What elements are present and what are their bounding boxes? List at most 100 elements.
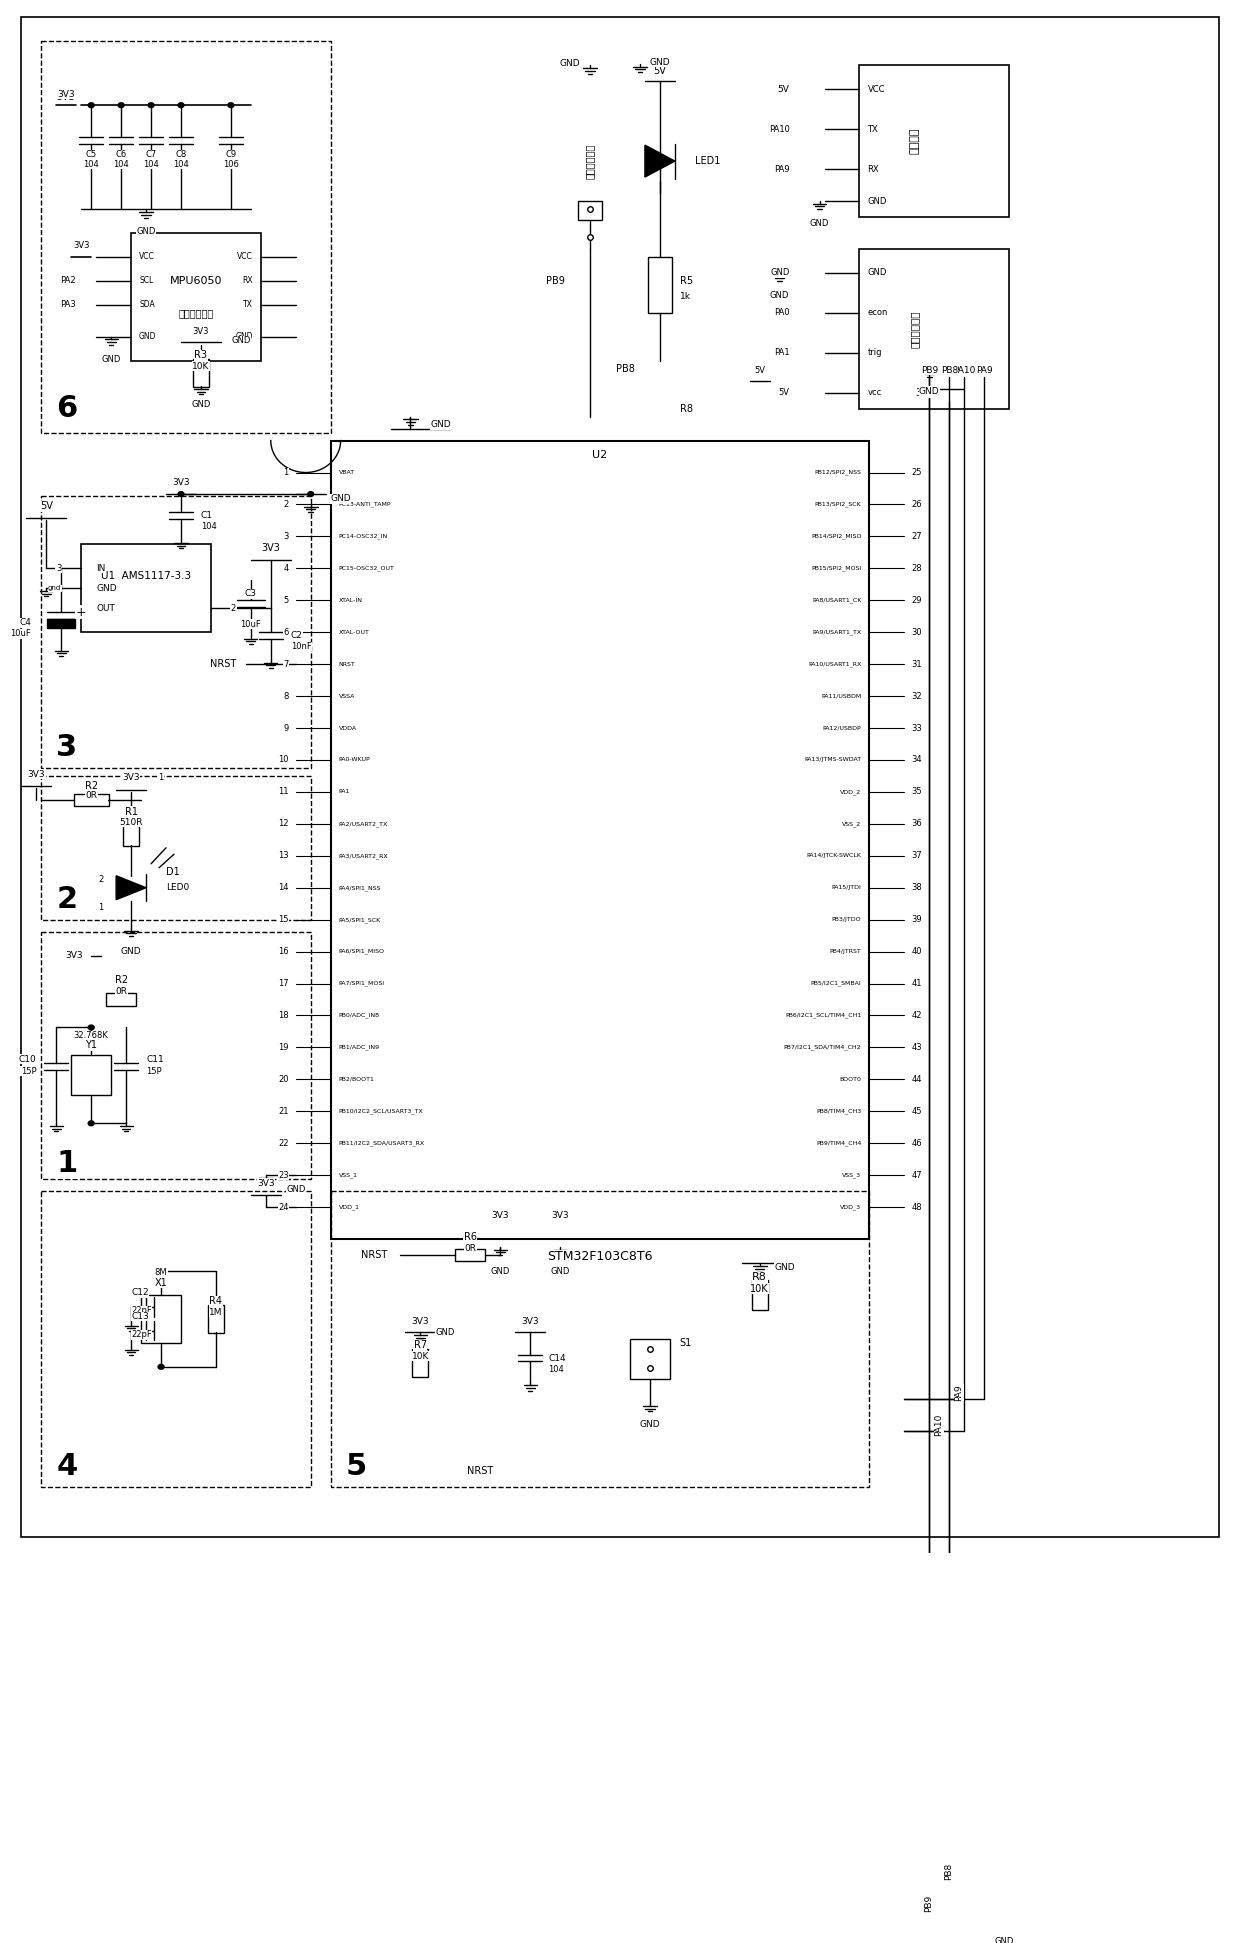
Text: 3V3: 3V3 <box>123 773 140 781</box>
Text: STM32F103C8T6: STM32F103C8T6 <box>547 1249 652 1263</box>
Text: 14: 14 <box>278 884 289 892</box>
Text: C9: C9 <box>226 150 237 159</box>
Text: 4: 4 <box>284 563 289 573</box>
Text: PA3/USART2_RX: PA3/USART2_RX <box>339 853 388 859</box>
Text: PA0: PA0 <box>774 309 790 317</box>
Text: 2: 2 <box>56 886 77 915</box>
Text: PC13-ANTI_TAMP: PC13-ANTI_TAMP <box>339 501 391 507</box>
Text: PB13/SPI2_SCK: PB13/SPI2_SCK <box>815 501 862 507</box>
Text: 3V3: 3V3 <box>172 478 190 488</box>
Text: 5V: 5V <box>754 365 765 375</box>
Text: VBAT: VBAT <box>339 470 355 474</box>
Text: 39: 39 <box>911 915 923 925</box>
Text: PA9: PA9 <box>774 165 790 173</box>
Text: 15: 15 <box>278 915 289 925</box>
Text: 3V3: 3V3 <box>57 89 76 99</box>
Text: IN: IN <box>97 563 105 573</box>
Text: 21: 21 <box>278 1108 289 1115</box>
Text: 25: 25 <box>911 468 921 476</box>
Text: PB9: PB9 <box>547 276 565 286</box>
Text: TX: TX <box>868 124 878 134</box>
Text: C4: C4 <box>20 618 31 628</box>
Text: GND: GND <box>136 227 156 235</box>
Text: PA2: PA2 <box>61 276 76 286</box>
Text: PA4/SPI1_NSS: PA4/SPI1_NSS <box>339 884 381 890</box>
Text: 23: 23 <box>278 1172 289 1179</box>
Circle shape <box>88 1121 94 1125</box>
Text: 7: 7 <box>284 659 289 668</box>
Text: PA14/JTCK-SWCLK: PA14/JTCK-SWCLK <box>806 853 862 859</box>
Text: C12: C12 <box>131 1288 149 1298</box>
Text: VSSA: VSSA <box>339 694 355 699</box>
Text: PA10: PA10 <box>934 1413 944 1436</box>
Text: 6: 6 <box>284 628 289 637</box>
Text: PA10: PA10 <box>954 365 976 375</box>
Text: 1M: 1M <box>210 1308 223 1317</box>
Text: PB3/JTDO: PB3/JTDO <box>832 917 862 923</box>
Text: 32: 32 <box>911 692 923 701</box>
Text: GND: GND <box>774 1263 795 1271</box>
Bar <box>859 66 1009 218</box>
Bar <box>74 793 109 806</box>
Text: MPU6050: MPU6050 <box>170 276 222 286</box>
Text: VSS_2: VSS_2 <box>842 822 862 826</box>
Text: PA1: PA1 <box>339 789 350 795</box>
Text: PB8: PB8 <box>941 365 957 375</box>
Text: 3V3: 3V3 <box>73 245 89 253</box>
Text: PB9: PB9 <box>924 1894 934 1912</box>
Text: NRST: NRST <box>339 663 356 666</box>
Text: PB2/BOOT1: PB2/BOOT1 <box>339 1076 374 1082</box>
Text: U2: U2 <box>593 451 608 460</box>
Circle shape <box>228 103 234 107</box>
Text: PA10: PA10 <box>769 124 790 134</box>
Text: 3V3: 3V3 <box>491 1210 510 1220</box>
Text: 2: 2 <box>284 499 289 509</box>
Text: PA2/USART2_TX: PA2/USART2_TX <box>339 822 388 826</box>
Text: 3V3: 3V3 <box>73 241 89 251</box>
Text: 1: 1 <box>56 1148 78 1177</box>
Text: 10K: 10K <box>412 1352 429 1360</box>
Text: PA7/SPI1_MOSI: PA7/SPI1_MOSI <box>339 981 384 987</box>
Text: 22pF: 22pF <box>131 1306 151 1315</box>
Text: R3: R3 <box>195 350 207 359</box>
Text: PA6/SPI1_MISO: PA6/SPI1_MISO <box>339 948 384 954</box>
Text: S1: S1 <box>680 1339 692 1348</box>
Text: 19: 19 <box>278 1043 289 1051</box>
Text: 31: 31 <box>911 659 923 668</box>
Text: econ: econ <box>868 309 888 317</box>
Text: VCC: VCC <box>139 253 155 262</box>
Bar <box>751 1280 768 1310</box>
Text: R8: R8 <box>680 404 693 414</box>
Text: NRST: NRST <box>210 659 236 668</box>
Text: 3: 3 <box>284 532 289 540</box>
Text: VSS_1: VSS_1 <box>339 1172 357 1177</box>
Circle shape <box>157 1269 164 1273</box>
Text: 104: 104 <box>548 1364 564 1374</box>
Text: 8: 8 <box>284 692 289 701</box>
Text: PA0-WKUP: PA0-WKUP <box>339 758 371 762</box>
Bar <box>47 618 76 628</box>
Text: 28: 28 <box>911 563 923 573</box>
Text: 18: 18 <box>278 1010 289 1020</box>
Text: 10K: 10K <box>750 1284 769 1294</box>
Text: gnd: gnd <box>48 585 61 591</box>
Text: GND: GND <box>994 1937 1014 1943</box>
Text: X1: X1 <box>155 1278 167 1288</box>
Bar <box>81 544 211 631</box>
Text: 37: 37 <box>911 851 923 861</box>
Text: Y1: Y1 <box>86 1040 97 1049</box>
Text: D1: D1 <box>166 867 180 876</box>
Bar <box>131 233 260 361</box>
Text: 1k: 1k <box>680 291 691 301</box>
Text: 104: 104 <box>201 523 217 530</box>
Text: 15P: 15P <box>21 1067 36 1076</box>
Text: 44: 44 <box>911 1074 921 1084</box>
Text: 40: 40 <box>911 946 921 956</box>
Text: 9: 9 <box>284 723 289 733</box>
Circle shape <box>308 492 314 497</box>
Text: 22: 22 <box>278 1139 289 1148</box>
Text: C11: C11 <box>146 1055 164 1065</box>
Text: PB0/ADC_IN8: PB0/ADC_IN8 <box>339 1012 379 1018</box>
Text: VDD_3: VDD_3 <box>841 1205 862 1210</box>
Text: C2: C2 <box>290 631 303 639</box>
